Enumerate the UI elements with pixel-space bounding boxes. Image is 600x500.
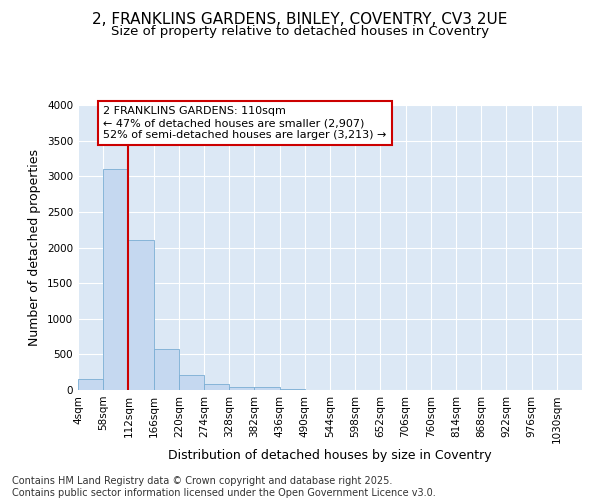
Bar (78, 380, 103, 390)
Text: Size of property relative to detached houses in Coventry: Size of property relative to detached ho… (111, 25, 489, 38)
Bar (154, 348, 179, 390)
Text: 2, FRANKLINS GARDENS, BINLEY, COVENTRY, CV3 2UE: 2, FRANKLINS GARDENS, BINLEY, COVENTRY, … (92, 12, 508, 28)
Bar (229, 387, 254, 390)
Bar (179, 374, 204, 390)
Bar (128, 240, 154, 390)
Bar (103, 169, 128, 390)
Text: Contains HM Land Registry data © Crown copyright and database right 2025.
Contai: Contains HM Land Registry data © Crown c… (12, 476, 436, 498)
Y-axis label: Number of detached properties: Number of detached properties (28, 149, 41, 346)
Text: 2 FRANKLINS GARDENS: 110sqm
← 47% of detached houses are smaller (2,907)
52% of : 2 FRANKLINS GARDENS: 110sqm ← 47% of det… (103, 106, 386, 140)
X-axis label: Distribution of detached houses by size in Coventry: Distribution of detached houses by size … (168, 449, 492, 462)
Bar (254, 387, 280, 390)
Bar (204, 384, 229, 390)
